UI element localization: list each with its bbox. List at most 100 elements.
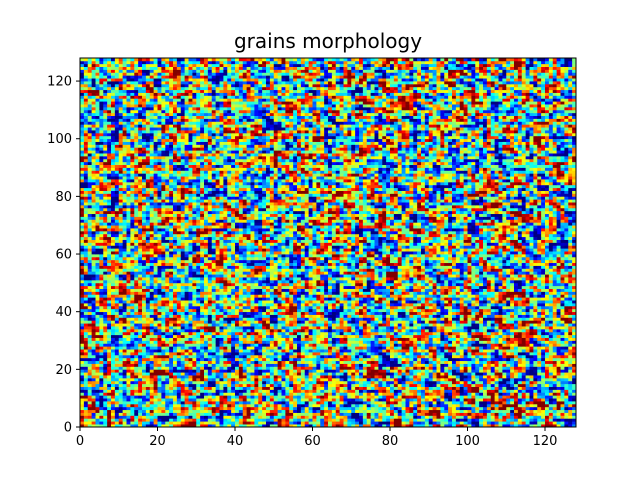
heatmap-cell — [142, 389, 147, 393]
heatmap-cell — [386, 354, 391, 359]
heatmap-cell — [413, 409, 418, 413]
heatmap-cell — [351, 386, 356, 390]
heatmap-cell — [421, 360, 426, 364]
heatmap-cell — [393, 331, 399, 336]
heatmap-cell — [219, 363, 224, 367]
heatmap-cell — [80, 380, 85, 385]
heatmap-cell — [444, 360, 449, 364]
heatmap-cell — [475, 366, 480, 370]
heatmap-cell — [475, 354, 480, 359]
heatmap-cell — [293, 409, 298, 413]
heatmap-cell — [444, 314, 449, 318]
heatmap-cell — [382, 343, 387, 347]
heatmap-cell — [517, 360, 523, 364]
heatmap-cell — [444, 392, 449, 396]
heatmap-cell — [486, 383, 492, 387]
heatmap-cell — [285, 392, 290, 396]
heatmap-cell — [300, 406, 306, 411]
heatmap-cell — [409, 346, 414, 350]
heatmap-cell — [335, 343, 340, 347]
heatmap-cell — [289, 412, 294, 416]
heatmap-cell — [200, 337, 205, 341]
heatmap-cell — [448, 395, 453, 399]
heatmap-cell — [444, 380, 449, 385]
heatmap-cell — [235, 363, 240, 367]
heatmap-cell — [370, 406, 375, 411]
heatmap-cell — [479, 340, 484, 344]
heatmap-cell — [374, 314, 379, 318]
heatmap-cell — [479, 314, 484, 318]
heatmap-cell — [192, 360, 197, 364]
heatmap-cell — [238, 317, 244, 321]
heatmap-cell — [273, 357, 278, 362]
heatmap-cell — [498, 334, 503, 338]
heatmap-cell — [459, 360, 464, 364]
heatmap-cell — [103, 346, 108, 350]
heatmap-cell — [401, 340, 406, 344]
heatmap-cell — [370, 320, 375, 324]
heatmap-cell — [413, 415, 418, 419]
heatmap-cell — [304, 389, 309, 393]
heatmap-cell — [192, 421, 197, 425]
heatmap-cell — [103, 389, 108, 393]
heatmap-cell — [204, 354, 209, 359]
heatmap-cell — [180, 421, 185, 425]
heatmap-cell — [281, 386, 286, 390]
heatmap-cell — [126, 424, 131, 428]
heatmap-cell — [510, 412, 515, 416]
heatmap-cell — [331, 389, 337, 393]
heatmap-cell — [490, 389, 495, 393]
heatmap-cell — [235, 386, 240, 390]
heatmap-cell — [180, 323, 185, 327]
heatmap-cell — [169, 398, 174, 402]
heatmap-cell — [258, 383, 263, 387]
heatmap-cell — [111, 331, 116, 336]
heatmap-cell — [173, 349, 178, 353]
heatmap-cell — [165, 326, 170, 330]
heatmap-cell — [397, 366, 402, 370]
heatmap-cell — [285, 331, 290, 336]
heatmap-cell — [517, 383, 523, 387]
heatmap-cell — [99, 375, 104, 379]
heatmap-cell — [246, 334, 251, 338]
heatmap-cell — [188, 375, 193, 379]
heatmap-cell — [533, 323, 538, 327]
heatmap-cell — [483, 360, 488, 364]
heatmap-cell — [351, 343, 356, 347]
heatmap-cell — [293, 334, 298, 338]
heatmap-cell — [161, 360, 166, 364]
heatmap-cell — [339, 406, 344, 411]
heatmap-cell — [459, 331, 464, 336]
heatmap-cell — [238, 386, 244, 390]
heatmap-cell — [300, 349, 306, 353]
heatmap-cell — [258, 398, 263, 402]
heatmap-cell — [269, 372, 275, 376]
heatmap-cell — [83, 383, 89, 387]
heatmap-cell — [262, 343, 267, 347]
heatmap-cell — [393, 360, 399, 364]
heatmap-cell — [324, 343, 329, 347]
heatmap-cell — [176, 357, 182, 362]
heatmap-cell — [258, 377, 263, 382]
heatmap-cell — [494, 357, 499, 362]
heatmap-cell — [285, 421, 290, 425]
heatmap-cell — [502, 354, 507, 359]
heatmap-cell — [304, 375, 309, 379]
heatmap-cell — [479, 375, 484, 379]
heatmap-cell — [405, 392, 410, 396]
heatmap-cell — [436, 366, 441, 370]
heatmap-cell — [378, 328, 383, 333]
heatmap-cell — [111, 403, 116, 408]
heatmap-cell — [568, 323, 573, 327]
heatmap-cell — [417, 401, 422, 405]
heatmap-cell — [169, 386, 174, 390]
heatmap-cell — [184, 337, 189, 341]
heatmap-cell — [432, 424, 437, 428]
heatmap-cell — [479, 386, 484, 390]
heatmap-cell — [521, 349, 526, 353]
heatmap-cell — [316, 383, 321, 387]
heatmap-cell — [277, 375, 282, 379]
heatmap-cell — [289, 386, 294, 390]
heatmap-cell — [525, 363, 530, 367]
